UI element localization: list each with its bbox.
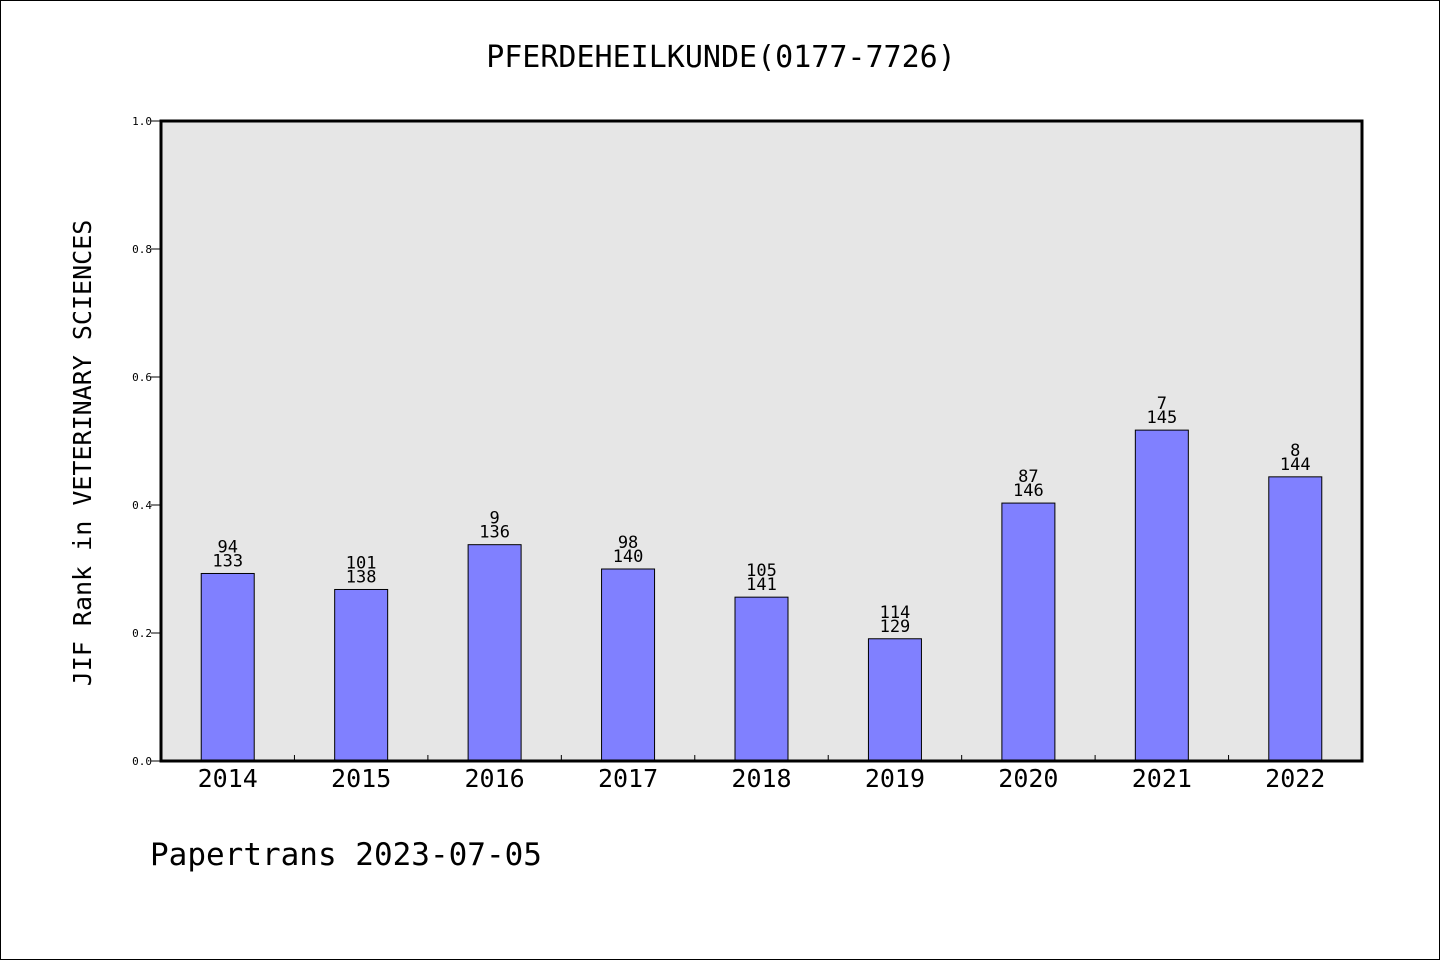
bar-total-label: 144 [1280, 455, 1311, 475]
bar-rank-label: 94 [217, 537, 237, 557]
bar-rank-label: 101 [346, 553, 377, 573]
x-tick-label: 2022 [1265, 764, 1325, 793]
bar-total-label: 140 [613, 547, 644, 567]
y-tick-label: 1.0 [132, 115, 152, 128]
y-axis-label: JIF Rank in VETERINARY SCIENCES [68, 220, 97, 687]
bar-rank-label: 9 [489, 509, 499, 529]
bar [334, 588, 389, 762]
plot-border [159, 119, 1364, 763]
y-axis: 0.0 0.2 0.4 0.6 0.8 1.0 [132, 115, 161, 768]
bar-total-label: 141 [746, 575, 777, 595]
y-tick-label: 0.0 [132, 755, 152, 768]
bar [1134, 429, 1189, 762]
bar [1268, 476, 1323, 762]
x-tick-label: 2016 [465, 764, 525, 793]
bar-rank-label: 87 [1018, 467, 1038, 487]
y-tick-label: 0.4 [132, 499, 152, 512]
bar-rank-label: 114 [880, 603, 911, 623]
bar [467, 544, 522, 762]
x-tick-label: 2019 [865, 764, 925, 793]
x-tick-label: 2018 [731, 764, 791, 793]
bar-total-label: 145 [1146, 408, 1177, 428]
bar-total-label: 136 [479, 523, 510, 543]
bar-rank-label: 7 [1157, 394, 1167, 414]
bar-total-label: 133 [212, 551, 243, 571]
bar [734, 596, 789, 762]
bars-group [200, 429, 1323, 762]
bar-rank-label: 98 [618, 533, 638, 553]
x-tick-label: 2017 [598, 764, 658, 793]
x-tick-label: 2014 [198, 764, 258, 793]
bar-rank-label: 105 [746, 561, 777, 581]
footer-credit: Papertrans 2023-07-05 [150, 837, 542, 873]
y-tick-label: 0.8 [132, 243, 152, 256]
bar [601, 568, 656, 762]
bar-rank-label: 8 [1290, 441, 1300, 461]
bar-total-label: 146 [1013, 481, 1044, 501]
y-tick-label: 0.6 [132, 371, 152, 384]
bar-total-label: 129 [880, 617, 911, 637]
bar-total-label: 138 [346, 567, 377, 587]
bar [867, 638, 922, 762]
y-tick-label: 0.2 [132, 627, 152, 640]
bar [200, 572, 255, 762]
x-axis: 2014 2015 2016 2017 2018 2019 2020 2021 2022 [198, 755, 1325, 793]
x-tick-label: 2021 [1132, 764, 1192, 793]
x-tick-label: 2015 [331, 764, 391, 793]
chart-title: PFERDEHEILKUNDE(0177-7726) [486, 40, 956, 75]
bar [1001, 502, 1056, 762]
x-tick-label: 2020 [998, 764, 1058, 793]
